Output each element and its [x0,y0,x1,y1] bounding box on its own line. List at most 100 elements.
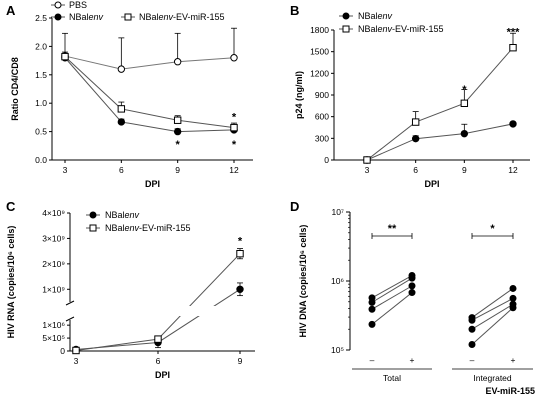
y-axis-label-D: HIV DNA (copies/10⁶ cells) [298,225,308,338]
series-B-1 [363,32,517,164]
y-tick-label-B: 1800 [310,25,329,35]
pair-line-D [471,297,514,321]
legend-A: PBS NBalenv NBalenv-EV-miR-155 [51,0,225,22]
y-tick-label-B: 300 [315,133,329,143]
data-point-C [236,285,244,293]
y-tick-label-A: 1.0 [35,98,47,108]
significance-A: * [232,112,237,124]
group-D-1: * – + Integrated [452,223,533,383]
x-tick-label-D: – [370,355,375,365]
series-line-A-0 [64,55,235,70]
data-point-D [468,325,476,333]
x-tick-label-A: 12 [229,165,239,175]
data-point-A [61,52,69,61]
axis-break-C [65,316,75,322]
series-B-0 [363,120,517,164]
data-point-B [460,129,469,138]
y-tick-label-A: 0.0 [35,155,47,165]
y-tick-label-B: 600 [315,112,329,122]
data-point-B [460,99,469,108]
x-tick-label-B: 3 [365,165,370,175]
y-tick-label-C: 1×10⁶ [42,320,65,330]
y-tick-label-B: 1500 [310,47,329,57]
significance-B: *** [507,27,521,39]
data-point-D [408,282,416,290]
series-A-0 [61,27,238,73]
legend-C: NBalenv NBalenv-EV-miR-155 [86,210,191,233]
x-tick-label-C: 6 [156,356,161,366]
y-tick-label-D: 10⁵ [331,345,344,355]
y-tick-label-C: 3×10⁹ [42,233,65,243]
series-A-2 [61,51,238,132]
group-D-0: ** – + Total [352,223,432,383]
x-tick-label-D: – [470,355,475,365]
legend-label-C: NBalenv [105,210,140,220]
significance-A: * [232,139,237,151]
panel-A: A 0.0 0.5 1.0 1.5 2.0 2.5 3 6 9 12 DPI Ratio CD4/CD8… [6,0,253,189]
series-line-A-2 [64,56,235,129]
series-line-B-1 [366,47,514,161]
data-point-D [408,289,416,297]
data-point-C [154,335,162,343]
y-tick-label-C: 0 [60,346,65,356]
x-tick-label-C: 9 [238,356,243,366]
data-point-A [230,54,238,62]
y-tick-label-C: 5×10⁵ [42,333,65,343]
error-bar-A [174,32,181,62]
panel-label-D: D [290,199,299,214]
data-point-D [509,304,517,312]
series-A-1 [61,54,238,136]
data-point-A [117,105,126,113]
significance-C: * [238,236,243,248]
panel-C: C 1×10⁹ 2×10⁹ 3×10⁹ 4×10⁹ 0 5×10⁵ 1×10⁶ 3 6 9 DPI HI… [6,199,260,380]
x-tick-label-C: 3 [74,356,79,366]
pair-line-D [471,288,514,318]
data-point-B [411,134,420,143]
data-point-D [408,274,416,282]
x-tick-label-B: 6 [413,165,418,175]
legend-label-B: NBalenv-EV-miR-155 [358,24,444,34]
error-bar-A [118,37,125,70]
y-axis-label-C: HIV RNA (copies/10⁶ cells) [6,226,16,339]
y-tick-label-C: 2×10⁹ [42,259,65,269]
panel-B: B 0 300 600 900 1200 1500 1800 3 6 9 12 DPI p24 (ng/m… [290,3,530,189]
data-point-B [363,156,371,164]
x-tick-label-A: 6 [119,165,124,175]
y-tick-label-A: 0.5 [35,127,47,137]
data-point-A [230,123,238,132]
pair-line-D [371,277,413,303]
series-line-B-0 [366,123,514,161]
data-point-A [173,116,182,124]
pair-line-D [371,292,413,325]
x-tick-label-B: 9 [462,165,467,175]
pair-line-D [471,303,514,330]
legend-label-A: NBalenv-EV-miR-155 [139,12,225,22]
data-point-D [468,341,476,349]
pair-line-D [371,285,413,310]
data-point-D [368,305,376,313]
y-tick-label-B: 1200 [310,68,329,78]
data-point-D [368,320,376,328]
y-tick-label-A: 2.0 [35,41,47,51]
legend-label-C: NBalenv-EV-miR-155 [105,223,191,233]
x-tick-label-A: 3 [63,165,68,175]
x-axis-label-B: DPI [424,179,439,189]
legend-marker-A [54,13,62,21]
y-tick-label-A: 1.5 [35,70,47,80]
data-point-D [368,298,376,306]
y-tick-label-D: 10⁶ [331,276,344,286]
data-point-A [173,58,182,66]
x-tick-label-D: + [410,355,415,365]
y-axis-label-A: Ratio CD4/CD8 [10,57,20,121]
significance-D: ** [388,223,397,235]
y-tick-label-C: 4×10⁹ [42,208,65,218]
error-bar-A [231,27,237,58]
series-line-A-1 [64,57,235,133]
panel-label-C: C [6,199,16,214]
legend-marker-C [89,224,97,232]
data-point-B [509,120,517,128]
panel-label-B: B [290,3,299,18]
data-point-A [117,65,126,73]
pair-line-D [371,275,413,299]
